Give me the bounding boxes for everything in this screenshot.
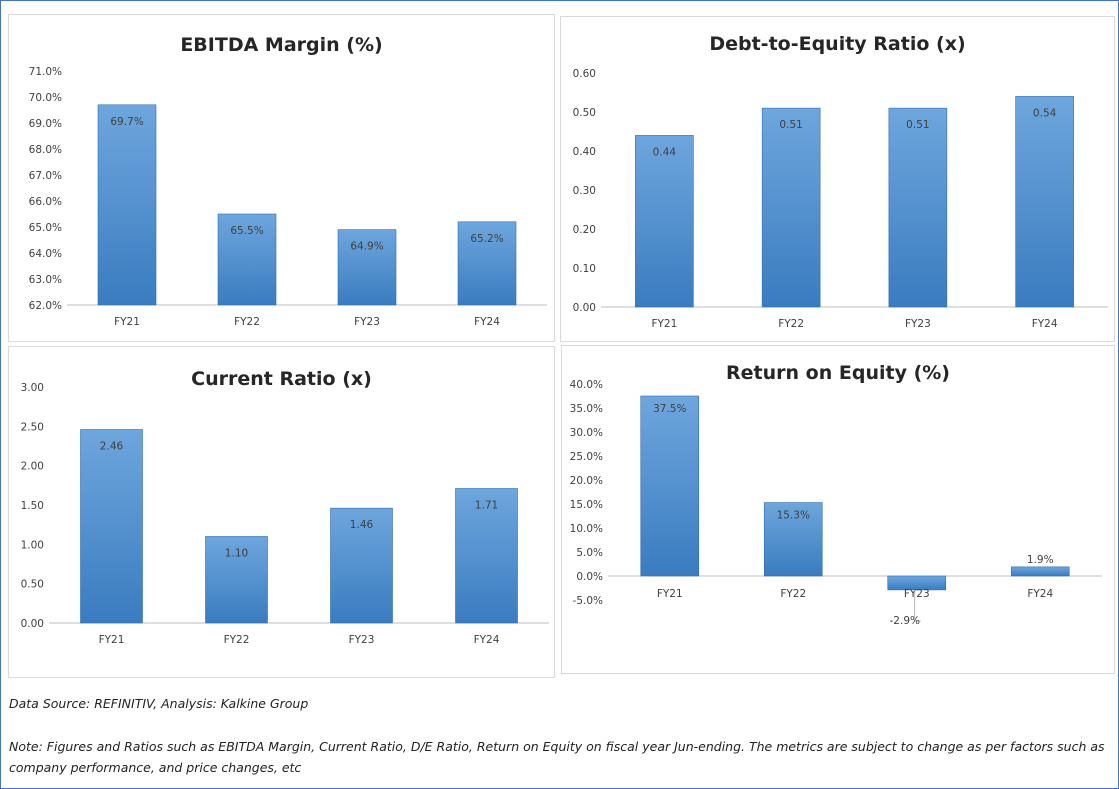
x-tick-label: FY24 (474, 316, 500, 328)
y-tick-label: -5.0% (573, 595, 603, 607)
y-tick-label: 10.0% (570, 523, 603, 535)
bar-fy22 (761, 107, 821, 308)
y-tick-label: 30.0% (570, 427, 603, 439)
y-tick-label: 3.00 (21, 382, 44, 394)
y-tick-label: 1.50 (21, 500, 44, 512)
data-label: 15.3% (777, 510, 810, 522)
bar-fy22 (217, 213, 277, 306)
x-tick-label: FY24 (474, 634, 500, 646)
data-label: 0.51 (906, 119, 929, 131)
y-tick-label: 5.0% (576, 547, 603, 559)
y-tick-label: 20.0% (570, 475, 603, 487)
data-label-leader (914, 589, 921, 622)
x-tick-label: FY24 (1027, 588, 1053, 600)
y-tick-label: 0.0% (576, 571, 603, 583)
y-tick-label: 71.0% (29, 66, 62, 78)
y-tick-label: 0.50 (573, 107, 596, 119)
y-tick-label: 62.0% (29, 300, 62, 312)
x-tick-label: FY22 (224, 634, 250, 646)
bar-fy23 (337, 229, 397, 306)
return-on-equity-chart: Return on Equity (%) -5.0% 0.0% 5.0% 10.0% 15… (561, 345, 1115, 674)
y-tick-label: 35.0% (570, 403, 603, 415)
y-tick-label: 69.0% (29, 118, 62, 130)
data-source-text: Data Source: REFINITIV, Analysis: Kalkin… (9, 696, 309, 711)
data-label: 1.10 (225, 547, 248, 559)
y-tick-label: 70.0% (29, 92, 62, 104)
data-label: 0.54 (1033, 107, 1057, 119)
data-label: 1.71 (475, 499, 498, 511)
y-tick-label: 2.50 (21, 421, 44, 433)
data-label: 0.44 (653, 146, 677, 158)
data-label: 65.2% (470, 233, 503, 245)
chart-title: Current Ratio (x) (191, 368, 372, 390)
y-tick-label: 65.0% (29, 222, 62, 234)
y-tick-label: 63.0% (29, 274, 62, 286)
ebitda-margin-chart: EBITDA Margin (%) 62.0% 63.0% 64.0% 65.0% 66.… (8, 14, 555, 342)
bar-fy21 (97, 104, 157, 306)
x-tick-label: FY21 (114, 316, 140, 328)
bar-fy24 (455, 488, 518, 624)
cr-svg: Current Ratio (x) 0.00 0.50 1.00 1.50 2.00 2.5… (21, 368, 549, 646)
y-tick-label: 15.0% (570, 499, 603, 511)
bar-fy23 (888, 107, 948, 308)
x-tick-label: FY23 (904, 588, 930, 600)
x-tick-label: FY22 (234, 316, 260, 328)
data-label: 65.5% (230, 225, 263, 237)
y-tick-label: 0.00 (573, 302, 596, 314)
bar-fy22 (763, 502, 823, 577)
x-tick-label: FY23 (349, 634, 375, 646)
data-label: 37.5% (653, 403, 686, 415)
y-tick-label: 67.0% (29, 170, 62, 182)
bar-fy21 (635, 135, 694, 308)
x-tick-label: FY21 (657, 588, 683, 600)
de-svg: Debt-to-Equity Ratio (x) 0.00 0.10 0.20 0.30… (573, 33, 1108, 330)
debt-to-equity-chart: Debt-to-Equity Ratio (x) 0.00 0.10 0.20 0.30… (560, 16, 1115, 342)
data-label: 0.51 (779, 119, 802, 131)
bar-fy24 (1015, 96, 1074, 308)
y-tick-label: 0.00 (21, 618, 44, 630)
x-tick-label: FY23 (354, 316, 380, 328)
y-tick-label: 0.60 (573, 68, 596, 80)
current-ratio-chart: Current Ratio (x) 0.00 0.50 1.00 1.50 2.00 2.5… (8, 346, 555, 678)
data-label: 69.7% (110, 116, 143, 128)
x-tick-label: FY23 (905, 318, 931, 330)
y-tick-label: 25.0% (570, 451, 603, 463)
bar-fy22 (205, 536, 268, 624)
x-tick-label: FY21 (651, 318, 677, 330)
footnote-text: Note: Figures and Ratios such as EBITDA … (9, 739, 1105, 775)
bar-fy23 (887, 575, 947, 591)
data-label: 1.9% (1027, 554, 1054, 566)
y-tick-label: 66.0% (29, 196, 62, 208)
bar-fy23 (330, 507, 393, 624)
y-tick-label: 0.50 (21, 579, 44, 591)
ebitda-svg: EBITDA Margin (%) 62.0% 63.0% 64.0% 65.0% 66.… (29, 34, 547, 328)
bar-fy24 (457, 221, 517, 306)
y-tick-label: 68.0% (29, 144, 62, 156)
roe-svg: Return on Equity (%) -5.0% 0.0% 5.0% 10.0% 15… (570, 362, 1102, 627)
x-tick-label: FY22 (778, 318, 804, 330)
data-label: 2.46 (100, 440, 124, 452)
y-tick-label: 0.10 (573, 263, 596, 275)
y-tick-label: 0.20 (573, 224, 596, 236)
chart-title: EBITDA Margin (%) (180, 34, 382, 56)
x-tick-label: FY22 (780, 588, 806, 600)
data-label: -2.9% (890, 615, 920, 627)
y-tick-label: 0.40 (573, 146, 596, 158)
bar-fy21 (80, 429, 143, 624)
bar-fy21 (640, 395, 700, 577)
chart-title: Return on Equity (%) (726, 362, 950, 384)
x-tick-label: FY24 (1032, 318, 1058, 330)
bar-fy24 (1010, 566, 1070, 577)
chart-title: Debt-to-Equity Ratio (x) (709, 33, 965, 55)
x-tick-label: FY21 (99, 634, 125, 646)
y-tick-label: 2.00 (21, 461, 44, 473)
y-tick-label: 40.0% (570, 379, 603, 391)
data-label: 64.9% (350, 241, 383, 253)
y-tick-label: 1.00 (21, 539, 44, 551)
data-label: 1.46 (350, 519, 374, 531)
y-tick-label: 64.0% (29, 248, 62, 260)
y-tick-label: 0.30 (573, 185, 596, 197)
